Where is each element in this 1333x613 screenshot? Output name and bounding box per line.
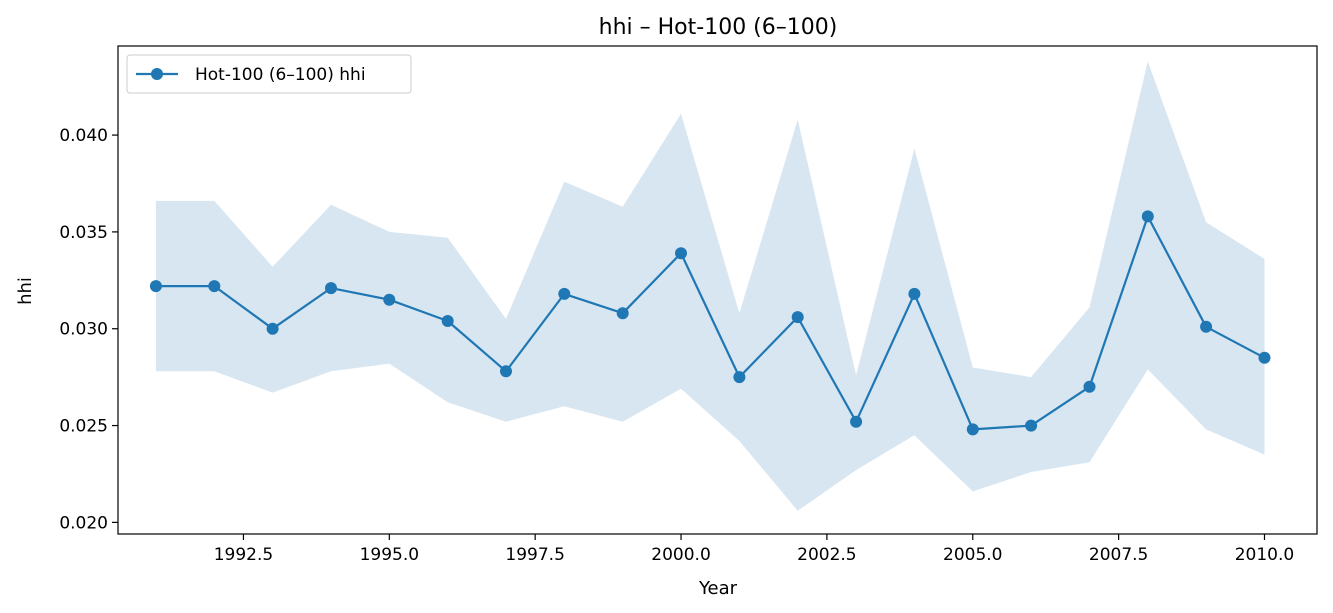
legend: Hot-100 (6–100) hhi — [126, 54, 412, 94]
y-tick-label: 0.025 — [59, 417, 108, 437]
data-point — [733, 371, 746, 384]
y-axis-ticks: 0.020 0.025 0.030 0.035 0.040 — [59, 126, 118, 533]
confidence-band-layer — [155, 61, 1265, 511]
x-tick-label: 2007.5 — [1089, 545, 1148, 565]
legend-frame — [126, 54, 412, 94]
y-tick-label: 0.030 — [59, 320, 108, 340]
data-point — [208, 280, 221, 293]
data-points-layer — [149, 210, 1271, 436]
y-tick-label: 0.040 — [59, 126, 108, 146]
chart-title: hhi – Hot-100 (6–100) — [599, 15, 838, 40]
legend-marker-swatch — [151, 68, 163, 80]
data-point — [616, 307, 629, 320]
x-tick-label: 2002.5 — [797, 545, 856, 565]
x-tick-label: 2005.0 — [943, 545, 1002, 565]
data-point — [383, 293, 396, 306]
y-tick-label: 0.020 — [59, 513, 108, 533]
data-point — [791, 311, 804, 324]
data-point — [1141, 210, 1154, 223]
y-axis-label: hhi — [15, 277, 36, 305]
data-point — [1025, 419, 1038, 432]
data-point — [500, 365, 512, 378]
x-tick-label: 1995.0 — [360, 545, 419, 565]
x-tick-label: 1997.5 — [505, 545, 564, 565]
x-axis-label: Year — [698, 578, 738, 599]
data-point — [675, 247, 687, 260]
data-point — [325, 282, 337, 295]
data-point — [149, 280, 162, 293]
data-point — [908, 287, 921, 300]
x-tick-label: 1992.5 — [214, 545, 273, 565]
series-line — [155, 215, 1266, 431]
x-axis-ticks: 1992.5 1995.0 1997.5 2000.0 2002.5 2005.0 2007… — [214, 534, 1294, 565]
data-point — [266, 322, 279, 335]
data-point — [1200, 320, 1213, 333]
data-point — [1083, 380, 1096, 393]
y-tick-label: 0.035 — [59, 223, 108, 243]
data-point — [441, 315, 454, 327]
x-tick-label: 2010.0 — [1235, 545, 1294, 565]
data-point — [558, 287, 571, 300]
legend-entry-label: Hot-100 (6–100) hhi — [195, 65, 366, 85]
data-point — [850, 415, 863, 428]
series-line-layer — [155, 215, 1266, 431]
x-tick-label: 2000.0 — [651, 545, 710, 565]
plot-area-frame — [117, 45, 1318, 535]
confidence-band — [155, 61, 1265, 511]
data-point — [966, 423, 979, 436]
data-point — [1258, 351, 1271, 364]
